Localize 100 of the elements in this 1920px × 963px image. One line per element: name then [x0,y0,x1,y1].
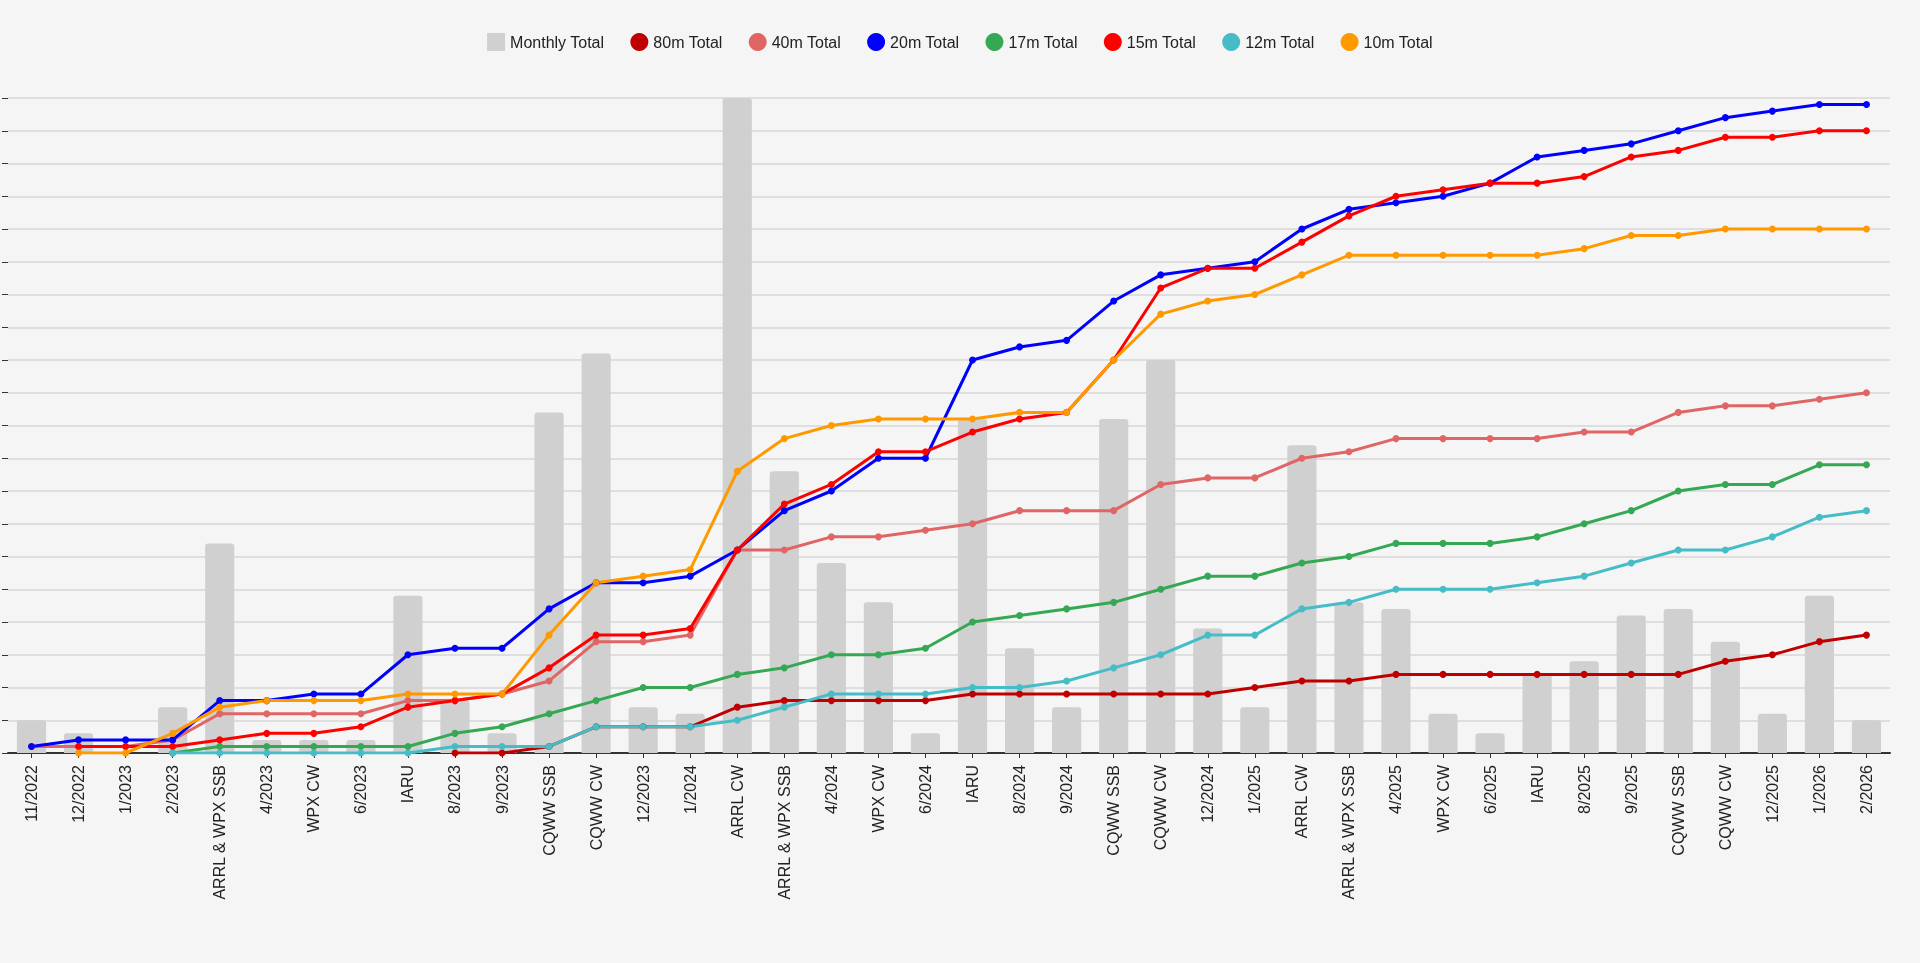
point [921,454,929,462]
x-tick-label: 8/2023 [446,764,464,814]
point [357,697,365,705]
point [1862,389,1870,397]
point [1439,539,1447,547]
x-tick-label: 8/2025 [1575,764,1593,814]
point [874,415,882,423]
point [1721,546,1729,554]
point [969,520,977,528]
point [874,448,882,456]
point [1768,651,1776,659]
x-tick-label: 12/2025 [1763,764,1781,823]
point [1251,264,1259,272]
point [1721,657,1729,665]
point [1768,480,1776,488]
point [1016,415,1024,423]
x-tick-label: CQWW CW [1716,764,1734,851]
x-tick-label: CQWW SSB [540,765,558,856]
point [921,690,929,698]
point [1157,651,1165,659]
point [1392,585,1400,593]
point [1063,336,1071,344]
point [1815,101,1823,109]
point [1768,533,1776,541]
point [1204,631,1212,639]
point [969,690,977,698]
legend-label: 80m Total [653,33,723,51]
x-tick-label: WPX CW [1434,764,1452,833]
point [780,664,788,672]
point [1627,232,1635,240]
point [780,507,788,515]
x-tick-label: CQWW SSB [1669,765,1687,856]
point [592,697,600,705]
point [1533,251,1541,259]
point [216,710,224,718]
point [545,710,553,718]
point [639,638,647,646]
point [969,618,977,626]
point [921,644,929,652]
point [1862,461,1870,469]
point [545,664,553,672]
point [404,703,412,711]
point [1016,507,1024,515]
point [169,729,177,737]
x-tick-label: 6/2023 [352,764,370,814]
point [1204,297,1212,305]
legend-label: 15m Total [1126,33,1196,51]
point [780,546,788,554]
point [1392,670,1400,678]
point [1533,153,1541,161]
x-tick-label: IARU [1528,765,1546,804]
x-tick-label: 1/2025 [1246,764,1264,814]
x-tick-label: 8/2024 [1011,764,1029,814]
point [1063,690,1071,698]
point [921,415,929,423]
point [1674,487,1682,495]
x-tick-label: ARRL & WPX SSB [1340,765,1358,900]
legend-label: 12m Total [1245,33,1315,51]
point [1533,179,1541,187]
point [592,631,600,639]
point [686,684,694,691]
point [1392,435,1400,443]
point [1204,572,1212,580]
point [686,631,694,639]
point [733,467,741,475]
x-tick-label: ARRL CW [1293,764,1311,839]
x-tick-label: IARU [964,765,982,804]
point [639,572,647,580]
point [1674,232,1682,240]
point [169,742,177,750]
point [1627,507,1635,515]
point [827,651,835,659]
point [1251,291,1259,298]
point [1674,546,1682,554]
point [874,533,882,541]
point [969,415,977,423]
point [1110,690,1118,698]
x-tick-label: 6/2024 [916,764,934,814]
x-tick-label: 12/2023 [634,764,652,823]
point [1721,225,1729,233]
point [827,487,835,495]
point [263,729,271,737]
point [122,736,130,744]
point [1815,513,1823,521]
point [1016,684,1024,691]
point [1251,631,1259,639]
point [1063,507,1071,515]
point [1674,146,1682,154]
point [122,749,130,757]
point [1392,539,1400,547]
point [404,697,412,705]
point [1533,670,1541,678]
point [1862,101,1870,109]
point [1721,480,1729,488]
point [1627,153,1635,161]
point [216,736,224,744]
point [1110,664,1118,672]
point [1157,284,1165,292]
point [1815,127,1823,135]
point [874,690,882,698]
